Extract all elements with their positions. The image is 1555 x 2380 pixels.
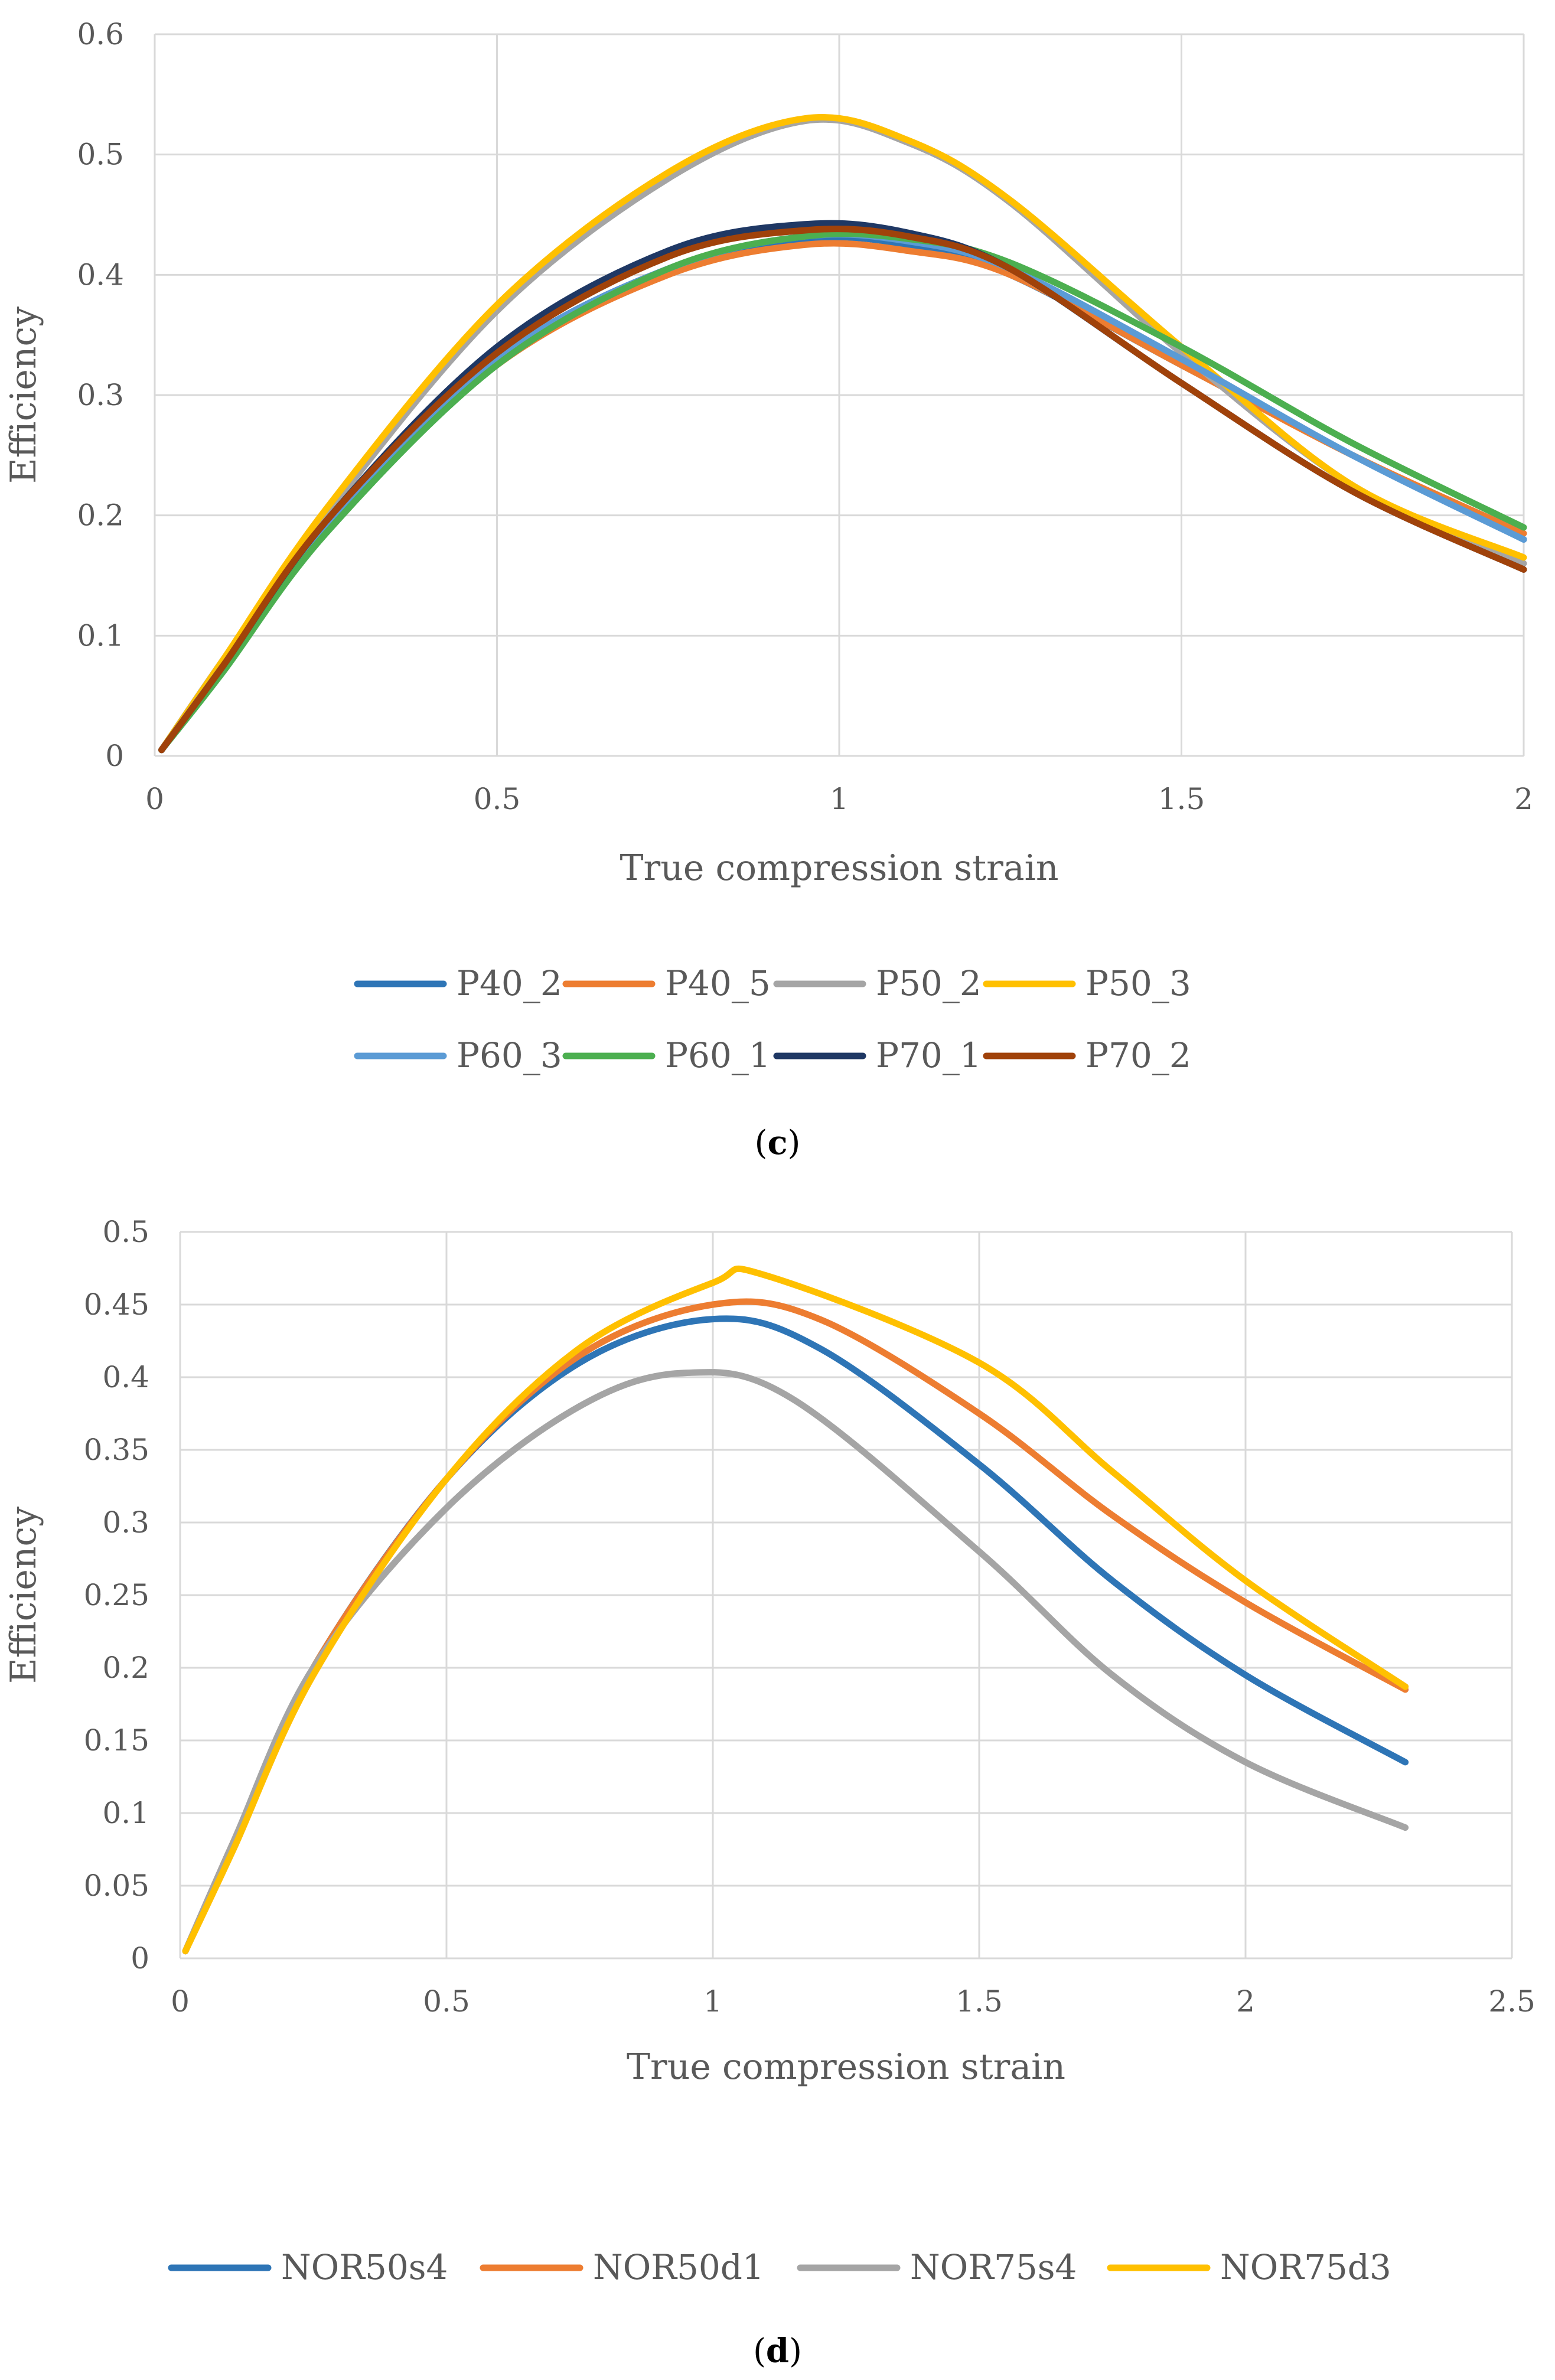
y-tick-label: 0.2 — [102, 1651, 149, 1685]
legend-label-p70-2: P70_2 — [1085, 1035, 1191, 1075]
caption-c: (c) — [0, 1123, 1555, 1162]
x-tick-label: 2 — [1236, 1984, 1255, 2019]
x-tick-label: 1 — [703, 1984, 722, 2019]
series-line-p70-2 — [158, 226, 1527, 754]
caption-c-close: ) — [787, 1124, 801, 1162]
y-tick-label: 0.3 — [102, 1505, 149, 1540]
y-tick-label: 0 — [131, 1941, 149, 1975]
x-tick-label: 0 — [145, 782, 164, 816]
caption-c-open: ( — [754, 1124, 768, 1162]
series-line-nor75d3 — [182, 1265, 1409, 1955]
caption-c-letter: c — [767, 1123, 788, 1162]
y-tick-label: 0.1 — [102, 1796, 149, 1830]
y-tick-label: 0.05 — [84, 1869, 149, 1903]
series-line-p50-3 — [158, 114, 1527, 754]
series-line-p40-5 — [158, 240, 1527, 754]
x-tick-label: 2 — [1514, 782, 1533, 816]
y-tick-label: 0.1 — [77, 618, 124, 653]
caption-d-open: ( — [753, 2332, 766, 2371]
x-tick-label: 1.5 — [956, 1984, 1003, 2019]
y-axis-title: Efficiency — [3, 307, 44, 484]
y-tick-label: 0.2 — [77, 498, 124, 533]
y-tick-label: 0.25 — [84, 1578, 149, 1612]
x-axis-title: True compression strain — [620, 847, 1059, 889]
legend-label-p40-5: P40_5 — [665, 963, 771, 1003]
x-tick-label: 0.5 — [423, 1984, 470, 2019]
legend-label-p60-3: P60_3 — [457, 1035, 562, 1075]
caption-d-letter: d — [765, 2332, 790, 2371]
chart-d: 0 0.05 0.1 0.15 0.2 0.25 0.3 0.35 0.4 0.45 0.5 0 0.5… — [3, 1215, 1536, 2287]
series-line-nor75s4 — [182, 1369, 1409, 1955]
y-tick-label: 0 — [105, 739, 124, 773]
y-tick-label: 0.3 — [77, 378, 124, 412]
x-tick-label: 1.5 — [1158, 782, 1205, 816]
legend-label-nor50d1: NOR50d1 — [593, 2247, 764, 2287]
y-tick-label: 0.45 — [84, 1287, 149, 1322]
series-line-p60-1 — [158, 230, 1527, 754]
x-tick-label: 0.5 — [474, 782, 521, 816]
y-tick-label: 0.15 — [84, 1723, 149, 1758]
x-tick-label: 1 — [830, 782, 849, 816]
legend-label-p70-1: P70_1 — [876, 1035, 982, 1075]
x-tick-label: 2.5 — [1488, 1984, 1536, 2019]
series-line-nor50s4 — [182, 1315, 1409, 1955]
y-tick-label: 0.35 — [84, 1433, 149, 1467]
legend-label-p50-2: P50_2 — [876, 963, 982, 1003]
legend-label-p60-1: P60_1 — [665, 1035, 771, 1075]
legend-label-nor75s4: NOR75s4 — [910, 2247, 1077, 2287]
y-tick-label: 0.5 — [77, 138, 124, 172]
x-tick-label: 0 — [171, 1984, 190, 2019]
x-axis-title: True compression strain — [627, 2046, 1065, 2088]
caption-d-close: ) — [789, 2332, 802, 2371]
chart-c: 0 0.1 0.2 0.3 0.4 0.5 0.6 0 0.5 1 1.5 2 True compres… — [3, 17, 1533, 1075]
caption-d: (d) — [0, 2332, 1555, 2371]
y-tick-label: 0.5 — [102, 1215, 149, 1249]
legend-label-nor75d3: NOR75d3 — [1220, 2247, 1391, 2287]
y-tick-label: 0.6 — [77, 17, 124, 51]
y-tick-label: 0.4 — [77, 257, 124, 292]
y-tick-label: 0.4 — [102, 1360, 149, 1394]
legend-label-p40-2: P40_2 — [457, 963, 562, 1003]
legend-label-p50-3: P50_3 — [1085, 963, 1191, 1003]
y-axis-title: Efficiency — [3, 1507, 44, 1684]
legend-label-nor50s4: NOR50s4 — [281, 2247, 448, 2287]
